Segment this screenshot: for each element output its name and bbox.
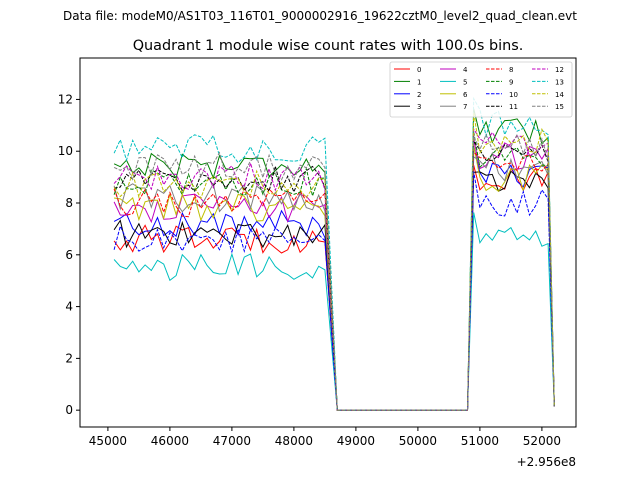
- legend-label-13: 13: [555, 78, 564, 86]
- series-line-2: [113, 145, 555, 411]
- y-tick-label: 8: [65, 196, 73, 210]
- legend-label-3: 3: [417, 103, 421, 111]
- series-line-13: [113, 96, 555, 411]
- legend-label-10: 10: [509, 91, 518, 99]
- series-line-9: [113, 132, 555, 411]
- y-tick-label: 2: [65, 351, 73, 365]
- series-line-10: [113, 171, 555, 411]
- x-tick-label: 45000: [89, 434, 127, 448]
- legend-label-5: 5: [463, 78, 467, 86]
- legend-label-6: 6: [463, 91, 468, 99]
- legend-label-8: 8: [509, 66, 513, 74]
- y-axis: 0 2 4 6 8 10 12: [58, 92, 80, 417]
- legend-label-9: 9: [509, 78, 513, 86]
- legend-label-1: 1: [417, 78, 421, 86]
- series-line-5: [113, 212, 555, 411]
- x-tick-label: 51000: [461, 434, 499, 448]
- y-tick-label: 4: [65, 300, 73, 314]
- y-tick-label: 0: [65, 403, 73, 417]
- legend-label-14: 14: [555, 91, 564, 99]
- series-layer: [113, 96, 555, 411]
- series-line-7: [113, 151, 555, 411]
- legend-label-4: 4: [463, 66, 468, 74]
- y-tick-label: 12: [58, 92, 73, 106]
- legend-label-0: 0: [417, 66, 421, 74]
- series-line-11: [114, 139, 555, 411]
- suptitle: Data file: modeM0/AS1T03_116T01_90000029…: [63, 9, 577, 23]
- legend-label-11: 11: [509, 103, 518, 111]
- y-tick-label: 10: [58, 144, 73, 158]
- legend-label-12: 12: [555, 66, 564, 74]
- x-tick-label: 46000: [151, 434, 189, 448]
- chart-title: Quadrant 1 module wise count rates with …: [133, 38, 524, 54]
- series-line-12: [113, 127, 555, 411]
- legend-label-7: 7: [463, 103, 467, 111]
- x-tick-label: 52000: [523, 434, 561, 448]
- x-tick-label: 48000: [275, 434, 313, 448]
- series-line-3: [113, 170, 555, 411]
- x-tick-label: 49000: [337, 434, 375, 448]
- y-tick-label: 6: [65, 248, 73, 262]
- plot-frame: [79, 57, 577, 428]
- series-line-8: [113, 151, 555, 411]
- x-tick-label: 47000: [213, 434, 251, 448]
- x-offset-label: +2.956e8: [517, 455, 576, 469]
- series-line-15: [113, 133, 555, 411]
- legend-label-2: 2: [417, 91, 421, 99]
- x-axis: 45000 46000 47000 48000 49000 50000 51000 52000: [89, 427, 561, 448]
- x-tick-label: 50000: [399, 434, 437, 448]
- series-line-14: [113, 112, 555, 411]
- legend-box: [389, 61, 573, 118]
- legend-label-15: 15: [555, 103, 564, 111]
- series-line-6: [114, 145, 555, 411]
- series-line-1: [113, 108, 555, 411]
